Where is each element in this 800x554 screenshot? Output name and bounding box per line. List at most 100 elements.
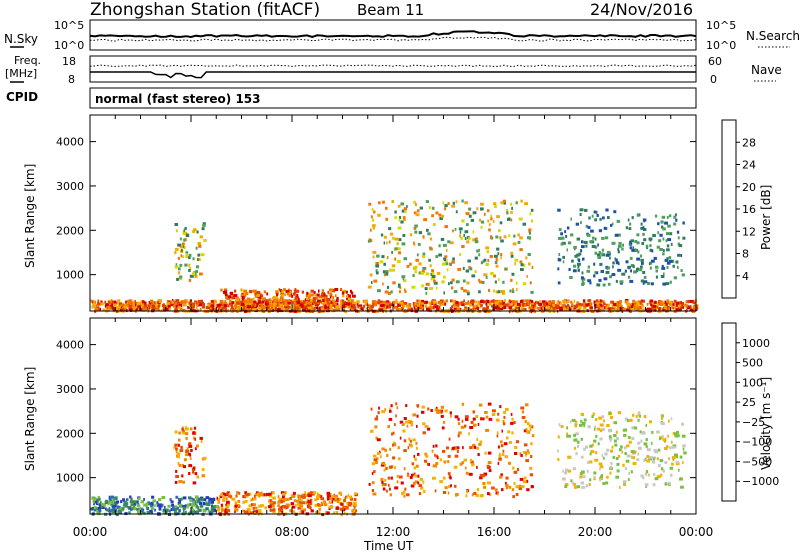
scatter-cell	[435, 444, 438, 448]
scatter-cell	[499, 301, 504, 305]
scatter-cell	[240, 288, 243, 292]
scatter-cell	[617, 244, 622, 248]
scatter-cell	[435, 255, 439, 259]
scatter-cell	[496, 431, 499, 435]
scatter-cell	[397, 226, 402, 230]
scatter-cell	[599, 217, 602, 221]
scatter-cell	[198, 508, 202, 512]
scatter-cell	[279, 303, 283, 307]
scatter-cell	[495, 264, 499, 268]
scatter-cell	[192, 481, 197, 485]
scatter-cell	[597, 283, 601, 287]
scatter-cell	[394, 216, 397, 220]
scatter-cell	[184, 427, 189, 431]
scatter-cell	[594, 271, 597, 275]
power-scatter-cells	[90, 199, 699, 314]
scatter-cell	[628, 227, 632, 231]
scatter-cell	[404, 290, 407, 294]
scatter-cell	[175, 229, 178, 233]
scatter-cell	[667, 300, 669, 304]
scatter-cell	[335, 511, 339, 514]
scatter-cell	[493, 202, 497, 206]
scatter-cell	[163, 308, 166, 312]
scatter-cell	[412, 481, 416, 485]
scatter-cell	[671, 456, 676, 459]
scatter-cell	[192, 431, 195, 435]
scatter-cell	[331, 308, 334, 312]
scatter-cell	[591, 214, 594, 218]
scatter-cell	[177, 271, 181, 275]
scatter-cell	[487, 461, 492, 465]
scatter-cell	[294, 296, 298, 300]
scatter-cell	[609, 256, 611, 260]
scatter-cell	[522, 480, 527, 484]
scatter-cell	[495, 290, 499, 294]
scatter-cell	[530, 300, 534, 304]
scatter-cell	[345, 495, 348, 499]
scatter-cell	[566, 432, 568, 436]
scatter-cell	[229, 299, 232, 303]
scatter-cell	[512, 303, 515, 307]
scatter-cell	[388, 268, 392, 272]
scatter-cell	[629, 256, 633, 260]
scatter-cell	[602, 482, 605, 485]
scatter-cell	[244, 494, 249, 498]
scatter-cell	[575, 432, 579, 436]
scatter-cell	[493, 289, 496, 293]
scatter-cell	[640, 258, 644, 262]
scatter-cell	[650, 282, 654, 286]
scatter-cell	[599, 299, 602, 303]
scatter-cell	[170, 500, 174, 504]
scatter-cell	[454, 227, 457, 231]
scatter-cell	[330, 300, 333, 304]
scatter-cell	[308, 301, 312, 305]
scatter-cell	[150, 304, 153, 308]
scatter-cell	[622, 307, 626, 311]
scatter-cell	[282, 505, 286, 508]
scatter-cell	[571, 418, 576, 422]
scatter-cell	[158, 299, 162, 303]
scatter-cell	[630, 307, 634, 311]
scatter-cell	[372, 300, 375, 304]
scatter-cell	[515, 440, 520, 444]
scatter-cell	[441, 214, 444, 218]
scatter-cell	[158, 506, 162, 510]
scatter-cell	[179, 307, 183, 311]
scatter-cell	[588, 483, 591, 486]
scatter-cell	[272, 496, 276, 500]
scatter-cell	[462, 446, 464, 450]
scatter-cell	[154, 503, 156, 507]
scatter-cell	[329, 300, 332, 304]
scatter-cell	[592, 236, 595, 240]
scatter-cell	[189, 453, 192, 457]
scatter-cell	[302, 308, 306, 312]
scatter-cell	[605, 208, 609, 212]
scatter-cell	[284, 491, 287, 495]
scatter-cell	[662, 282, 667, 286]
scatter-cell	[202, 502, 206, 505]
scatter-cell	[387, 301, 391, 305]
scatter-cell	[343, 499, 346, 503]
scatter-cell	[288, 299, 291, 302]
scatter-cell	[541, 300, 546, 304]
scatter-cell	[640, 265, 643, 269]
scatter-cell	[628, 418, 632, 422]
scatter-cell	[444, 409, 448, 413]
scatter-cell	[682, 461, 684, 465]
scatter-cell	[142, 306, 146, 310]
scatter-cell	[440, 237, 445, 241]
scatter-cell	[417, 242, 421, 246]
scatter-cell	[379, 308, 383, 312]
scatter-cell	[298, 504, 303, 508]
scatter-cell	[467, 259, 471, 263]
scatter-cell	[131, 304, 134, 307]
scatter-cell	[382, 282, 384, 286]
scatter-cell	[349, 289, 352, 293]
scatter-cell	[205, 507, 209, 511]
scatter-cell	[494, 280, 497, 284]
scatter-cell	[216, 508, 220, 512]
scatter-cell	[431, 302, 434, 306]
scatter-cell	[177, 501, 181, 505]
scatter-cell	[581, 421, 586, 425]
scatter-cell	[447, 240, 451, 244]
